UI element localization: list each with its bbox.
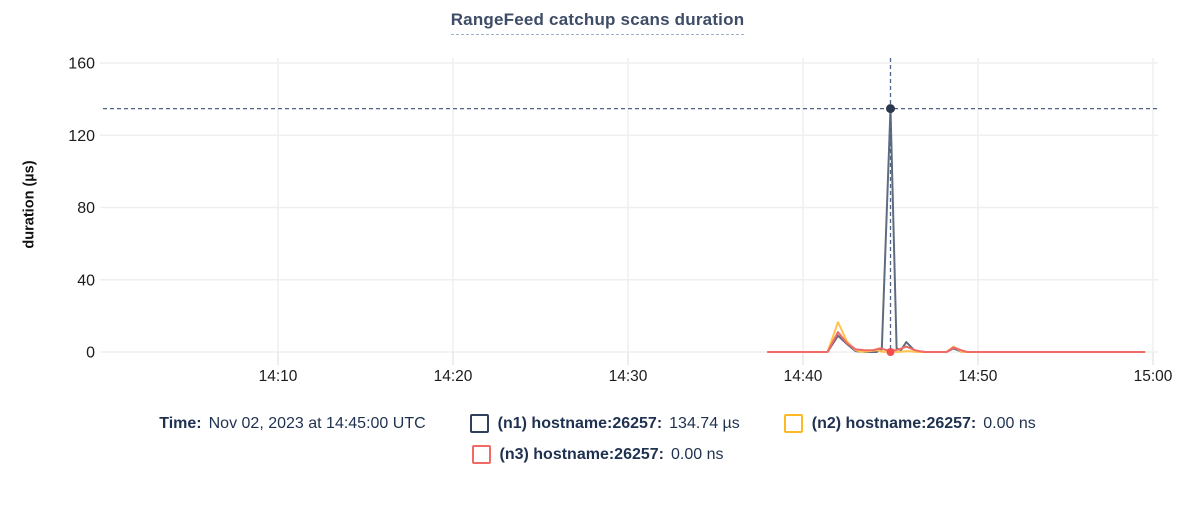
y-tick-label: 120 [68,128,95,145]
legend-swatch-n3-icon[interactable] [471,445,491,464]
legend-value-n2: 0.00 ns [983,414,1036,432]
chart-title[interactable]: RangeFeed catchup scans duration [450,10,745,35]
legend-row-2: (n3) hostname:26257: 0.00 ns [471,445,724,464]
chart-title-row: RangeFeed catchup scans duration [0,10,1195,35]
x-tick-label: 14:30 [609,368,648,385]
legend-swatch-n2-icon[interactable] [783,414,803,433]
x-tick-label: 14:40 [784,368,823,385]
legend-time-value: Nov 02, 2023 at 14:45:00 UTC [208,414,426,432]
series-line-n3 [767,331,1146,353]
hover-point-n3 [886,348,895,356]
legend-item-n3[interactable]: (n3) hostname:26257: 0.00 ns [471,445,724,464]
y-tick-label: 40 [77,272,95,289]
legend-row-1: Time: Nov 02, 2023 at 14:45:00 UTC (n1) … [159,414,1036,433]
legend-value-n1: 134.74 µs [669,414,740,432]
legend-label-n2: (n2) hostname:26257: [811,414,977,432]
x-tick-label: 14:20 [434,368,473,385]
legend-time: Time: Nov 02, 2023 at 14:45:00 UTC [159,415,425,433]
series-line-n1 [767,107,1146,353]
y-tick-label: 0 [86,345,95,362]
legend-item-n1[interactable]: (n1) hostname:26257: 134.74 µs [469,414,740,433]
y-tick-label: 160 [68,56,95,73]
legend-label-n3: (n3) hostname:26257: [499,445,665,463]
hover-point-n1 [886,104,895,114]
x-tick-label: 14:10 [259,368,298,385]
legend-swatch-n1-icon[interactable] [469,414,489,433]
chart-legend: Time: Nov 02, 2023 at 14:45:00 UTC (n1) … [0,414,1195,464]
legend-time-label: Time: [159,414,202,432]
legend-value-n3: 0.00 ns [671,445,724,463]
legend-item-n2[interactable]: (n2) hostname:26257: 0.00 ns [783,414,1036,433]
legend-label-n1: (n1) hostname:26257: [497,414,663,432]
chart-canvas[interactable]: 0 40 80 120 160 14:10 14:20 14:30 14:40 14:50 15:0… [0,0,1195,406]
y-tick-label: 80 [77,200,95,217]
x-tick-label: 14:50 [959,368,998,385]
x-tick-label: 15:00 [1134,368,1173,385]
